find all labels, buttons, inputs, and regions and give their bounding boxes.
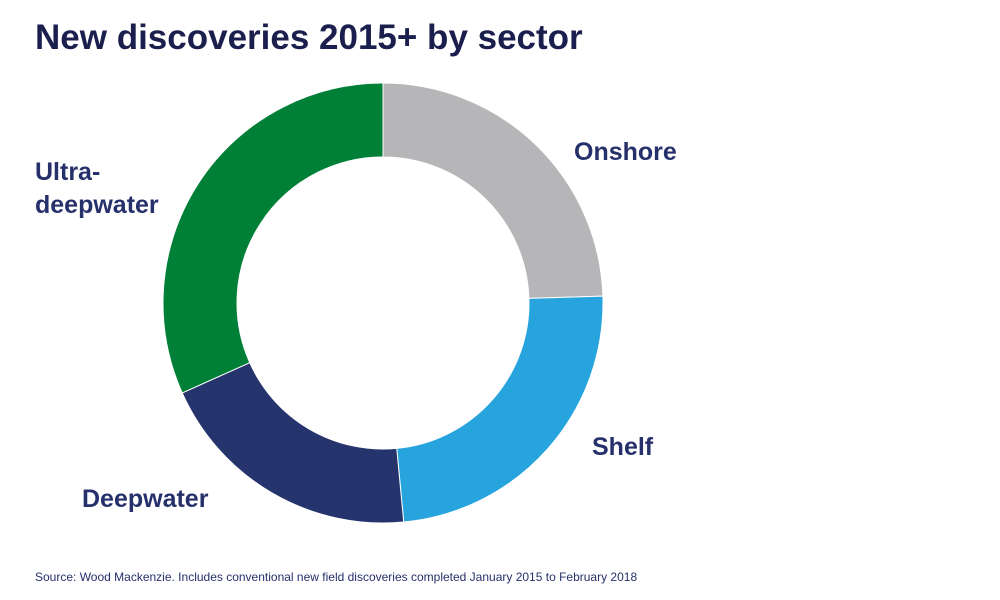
label-deepwater: Deepwater: [82, 485, 209, 513]
chart-title: New discoveries 2015+ by sector: [35, 18, 583, 57]
label-ultra-deepwater-line2: deepwater: [35, 191, 159, 219]
source-note: Source: Wood Mackenzie. Includes convent…: [35, 570, 638, 584]
slice-ultra-deepwater: [162, 82, 384, 394]
slice-deepwater: [181, 362, 405, 524]
label-shelf: Shelf: [592, 433, 654, 461]
label-ultra-deepwater-line1: Ultra-: [35, 158, 100, 186]
slice-shelf: [396, 295, 604, 523]
label-onshore: Onshore: [574, 138, 677, 166]
slice-onshore: [382, 82, 604, 299]
